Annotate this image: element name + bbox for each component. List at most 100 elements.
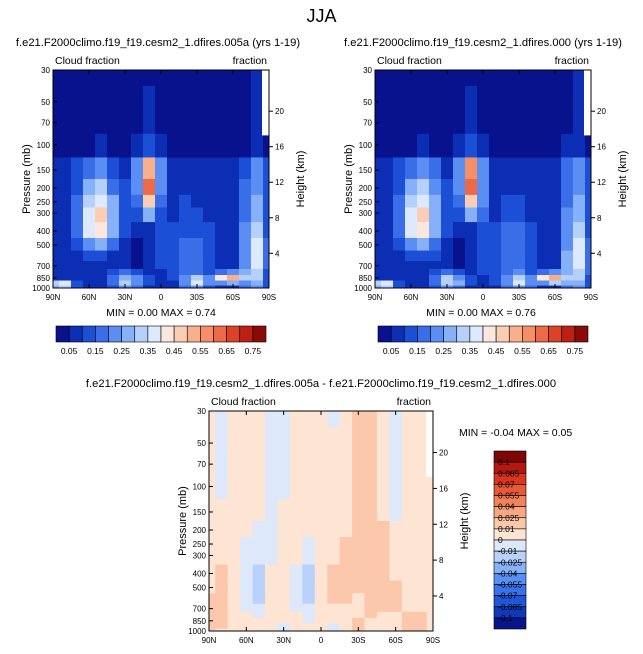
heatmap-cell xyxy=(215,603,229,613)
colorbar-label: 0.1 xyxy=(498,457,510,467)
heatmap-cell xyxy=(265,611,279,619)
heatmap-cell xyxy=(251,275,264,282)
colorbar-label: 0.35 xyxy=(140,346,157,356)
heatmap-cell xyxy=(265,628,279,631)
heatmap-cell xyxy=(352,593,366,605)
heatmap-cell xyxy=(417,70,430,87)
heatmap-cell xyxy=(215,411,229,428)
heatmap-cell xyxy=(83,157,96,180)
heatmap-cell xyxy=(302,537,316,551)
heatmap-cell xyxy=(339,623,353,630)
heatmap-cell xyxy=(251,194,264,209)
heatmap-cell xyxy=(155,250,168,262)
heatmap-cell xyxy=(131,85,144,113)
y-tick-label: 850 xyxy=(193,617,207,626)
colorbar-box xyxy=(226,325,241,343)
heatmap-cell xyxy=(215,611,229,619)
heatmap-cell xyxy=(143,275,156,282)
heatmap-cell xyxy=(95,250,108,262)
heatmap-cell xyxy=(59,133,72,159)
heatmap-cell xyxy=(119,280,132,287)
y-tick-label: 70 xyxy=(363,119,372,128)
heatmap-cell xyxy=(405,261,418,270)
y-tick-label: 850 xyxy=(359,274,373,283)
colorbar-box xyxy=(95,325,109,343)
heatmap-cell xyxy=(83,70,96,87)
heatmap-cell xyxy=(501,250,514,262)
heatmap-cell xyxy=(441,268,454,276)
heatmap-cell xyxy=(277,537,291,551)
heatmap-cell xyxy=(389,593,403,605)
colorbar-box xyxy=(121,325,136,343)
heatmap-cell xyxy=(381,207,394,223)
heatmap-cell xyxy=(95,268,108,276)
heatmap-cell xyxy=(429,194,442,209)
heatmap-cell xyxy=(143,280,156,287)
heatmap-cell xyxy=(352,603,366,613)
heatmap-cell xyxy=(401,623,415,630)
heatmap-cell xyxy=(401,593,415,605)
heatmap-cell xyxy=(561,112,574,135)
heatmap-cell xyxy=(191,237,204,252)
heatmap-cell xyxy=(240,549,254,566)
heatmap-cell xyxy=(401,521,415,538)
heatmap-cell xyxy=(525,85,538,113)
heatmap-cell xyxy=(327,593,341,605)
y-axis-label: Pressure (mb) xyxy=(177,486,189,556)
y-tick-label: 150 xyxy=(193,508,207,517)
heatmap-cell xyxy=(489,133,502,159)
heatmap-cell xyxy=(453,280,466,287)
heatmap-cell xyxy=(465,70,478,87)
heatmap-cell xyxy=(561,285,574,288)
heatmap-cell xyxy=(155,222,168,239)
heatmap-cell xyxy=(465,261,478,270)
heatmap-cell xyxy=(477,85,490,113)
heatmap-cell xyxy=(143,261,156,270)
colorbar-box xyxy=(390,325,405,343)
heatmap-cell xyxy=(263,280,269,287)
x-tick-label: 90N xyxy=(368,293,383,302)
heatmap-cell xyxy=(477,207,490,223)
heatmap-cell xyxy=(414,549,428,566)
heatmap-cell xyxy=(302,427,316,455)
heatmap-cell xyxy=(289,628,303,631)
heatmap-cell xyxy=(561,261,574,270)
heatmap-cell xyxy=(327,453,341,476)
heatmap-cell xyxy=(429,285,442,288)
heatmap-cell xyxy=(59,280,72,287)
height-axis-label: Height (km) xyxy=(459,493,471,550)
colorbar-label: 0.01 xyxy=(498,524,515,534)
heatmap-cell xyxy=(240,521,254,538)
heatmap-cell xyxy=(352,537,366,551)
heatmap-cell xyxy=(573,194,586,209)
heatmap-cell xyxy=(289,617,303,625)
heatmap-cell xyxy=(375,112,382,135)
heatmap-cell xyxy=(339,499,353,522)
heatmap-cell xyxy=(573,112,586,135)
heatmap-cell xyxy=(155,157,168,180)
heatmap-cell xyxy=(240,499,254,522)
heatmap-cell xyxy=(441,280,454,287)
heatmap-cell xyxy=(327,623,341,630)
y-tick-label: 50 xyxy=(363,98,372,107)
heatmap-cell xyxy=(501,70,514,87)
colorbar-label: 0.15 xyxy=(87,346,104,356)
heatmap-cell xyxy=(573,85,586,113)
heatmap-cell xyxy=(393,157,406,180)
heatmap-cell xyxy=(477,268,490,276)
heatmap-cell xyxy=(393,133,406,159)
heatmap-cell xyxy=(453,250,466,262)
heatmap-cell xyxy=(263,285,269,288)
heatmap-cell xyxy=(215,537,229,551)
x-tick-label: 60S xyxy=(389,636,403,645)
panel-difference: 90N 60N 30N 0 30S 60S 90S305070100150200250300… xyxy=(86,378,572,645)
heatmap-cell xyxy=(143,85,156,113)
heatmap-cell xyxy=(167,222,180,239)
heatmap-cell xyxy=(414,580,428,594)
heatmap-cell xyxy=(489,194,502,209)
heatmap-cell xyxy=(364,475,378,500)
heatmap-cell xyxy=(239,85,252,113)
heatmap-cell xyxy=(549,261,562,270)
heatmap-cell xyxy=(441,222,454,239)
colorbar-label: 0.45 xyxy=(488,346,505,356)
